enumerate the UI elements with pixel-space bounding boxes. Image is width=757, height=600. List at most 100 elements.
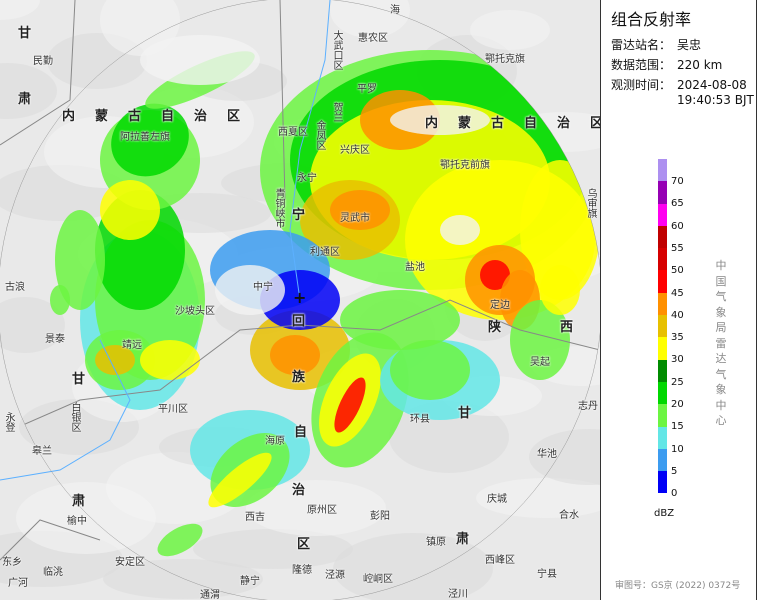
place-label: 泾源 [325,570,345,581]
terrain-shade [470,10,550,50]
terrain-shade [16,482,156,554]
place-label: 东乡 [2,557,22,568]
place-label: 静宁 [240,576,260,587]
scale-swatch [658,270,667,293]
station-key: 雷达站名： [611,38,672,52]
date-value: 2024-08-08 [677,78,747,92]
scale-tick: 65 [671,198,684,210]
place-label: 金凤区 [314,120,325,150]
organization-label: 中国气象局雷达气象中心 [715,259,727,427]
place-label: 肃 [456,532,470,547]
place-label: 皋兰 [32,446,52,457]
scale-tick: 15 [671,421,684,433]
place-label: 西峰区 [485,555,515,566]
place-label: 中宁 [253,282,273,293]
place-label: 泾川 [448,589,468,600]
scale-swatch [658,181,667,204]
echo-gap [390,105,490,135]
echo-gap [140,35,260,85]
scale-tick: 50 [671,265,684,277]
scale-tick: 60 [671,220,684,232]
product-title: 组合反射率 [611,10,692,29]
place-label: 志丹 [578,401,598,412]
scale-swatch [658,203,667,226]
place-label: 平川区 [158,404,188,415]
place-label: 合水 [559,510,579,521]
place-label: 通渭 [200,590,220,600]
scale-swatch [658,404,667,427]
place-label: 原州区 [307,505,337,516]
scale-swatch [658,381,667,405]
terrain-shade [333,533,493,600]
scale-tick: 40 [671,309,684,321]
terrain-shade [103,559,263,599]
scale-swatch [658,225,667,249]
place-label: 榆中 [67,516,87,527]
place-label: 陕 [488,320,502,335]
place-label: 族 [292,370,306,385]
echo-group [0,35,600,557]
place-label: 永宁 [297,173,317,184]
place-label: 鄂托克旗 [485,54,525,65]
place-label: 治 [292,483,306,498]
place-label: 景泰 [45,334,65,345]
terrain-shade [246,480,386,536]
range-row: 数据范围： 220 km [611,56,722,73]
place-label: 西 [560,320,574,335]
echo-gap [440,215,480,245]
place-label: 安定区 [115,557,145,568]
radar-map[interactable]: 甘民勤肃内蒙古自治区 阿拉善左旗 西夏区 大武口区 惠农区 平罗 贺兰 金凤区 兴庆区 永宁 鄂托克… [0,0,600,600]
radar-echo [208,452,272,508]
place-label: 华池 [537,449,557,460]
radar-echo [510,300,570,380]
place-label: 沙坡头区 [175,306,215,317]
range-key: 数据范围： [611,58,672,72]
place-label: 白银区 [69,402,80,432]
time-key: 观测时间： [611,78,672,92]
place-label: 贺兰 [331,102,342,122]
scale-tick: 0 [671,488,678,500]
radar-echo [334,377,366,433]
place-label: 自 [294,425,308,440]
place-label: 内蒙古自治区 [425,116,600,131]
place-label: 宁县 [537,569,557,580]
color-scale [658,159,667,494]
place-label: 定边 [490,300,510,311]
station-value: 吴忠 [677,38,702,52]
place-label: 镇原 [426,537,446,548]
place-label: 乌审旗 [585,188,596,218]
place-label: 大武口区 [331,30,342,70]
place-label: 平罗 [357,84,377,95]
place-label: 民勤 [33,56,53,67]
place-label: 甘 [18,26,32,41]
radar-echo [480,260,510,290]
place-label: 靖远 [122,340,142,351]
radar-echo [140,340,200,380]
radar-echo [100,180,160,240]
place-label: 区 [297,537,311,552]
place-label: 西吉 [245,512,265,523]
radar-echo [390,340,470,400]
place-label: 肃 [72,494,86,509]
place-label: 惠农区 [358,33,388,44]
radar-echo-layer [0,0,600,600]
scale-tick: 30 [671,354,684,366]
place-label: 广河 [8,578,28,589]
terrain-shade [193,529,353,569]
place-label: 内蒙古自治区 [62,109,261,124]
map-approval-number: 审图号：GS京 (2022) 0372号 [615,581,741,591]
place-label: 阿拉善左旗 [120,132,170,143]
place-label: 海 [390,5,400,16]
radar-echo [55,210,105,310]
place-label: 回 [292,314,306,329]
scale-tick: 35 [671,332,684,344]
radar-echo [95,345,135,375]
radar-station-marker: + [293,288,307,307]
place-label: 甘 [458,406,472,421]
place-label: 宁 [292,208,306,223]
scale-swatch [658,159,667,182]
scale-swatch [658,471,667,494]
place-label: 庆城 [487,494,507,505]
echo-gap [215,265,285,315]
scale-tick: 25 [671,376,684,388]
